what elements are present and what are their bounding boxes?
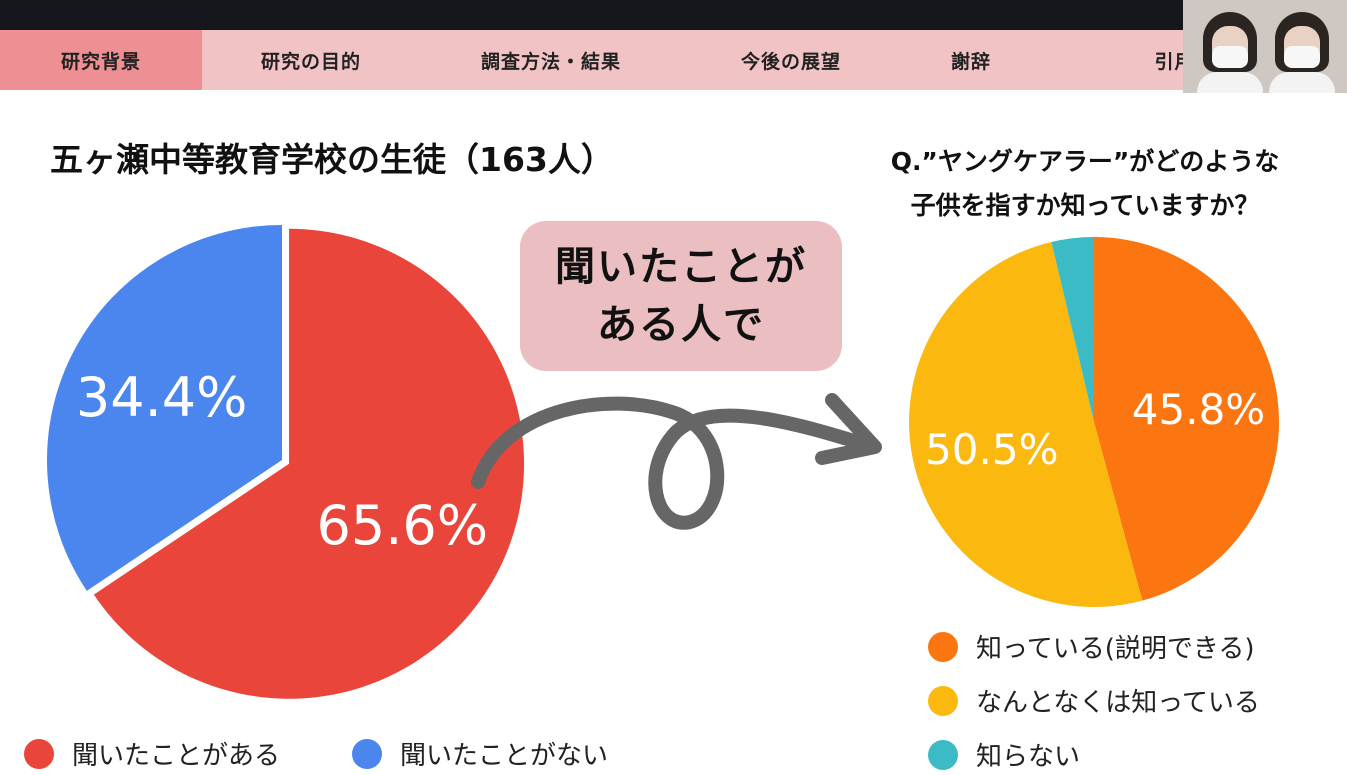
legend-swatch	[928, 685, 958, 716]
curly-arrow	[471, 396, 877, 530]
pie2-slice-3	[1051, 237, 1094, 422]
top-bar	[0, 0, 1347, 30]
pie1-slice-2	[46, 225, 283, 591]
nav-tab-3[interactable]: 調査方法・結果	[480, 50, 621, 73]
legend-label: 聞いたことがない	[400, 741, 609, 771]
callout-line2: ある人で	[597, 302, 765, 348]
legend-item: 聞いたことがない	[352, 735, 608, 772]
chart-title-left: 五ヶ瀬中等教育学校の生徒（163人）	[50, 140, 614, 179]
legend-label: 知っている(説明できる)	[976, 634, 1255, 664]
nav-tab-5[interactable]: 謝辞	[950, 50, 991, 73]
legend-item: 知っている(説明できる)	[928, 628, 1254, 665]
pie1-slice-1-label: 65.6%	[317, 494, 489, 557]
participant-right	[1267, 12, 1337, 93]
legend-item: 聞いたことがある	[24, 735, 280, 772]
arrow-head	[815, 393, 882, 465]
video-thumbnail	[1183, 0, 1347, 93]
legend-label: 知らない	[976, 742, 1081, 772]
pie2-slice-1-label: 45.8%	[1132, 385, 1265, 434]
pie2-slice-2	[909, 241, 1143, 607]
chart-title-right-line1: Q.”ヤングケアラー”がどのような	[890, 147, 1280, 176]
callout-box: 聞いたことが ある人で	[520, 221, 842, 371]
legend-item: 知らない	[928, 736, 1080, 773]
legend-label: なんとなくは知っている	[976, 688, 1260, 718]
pie1-slice-1	[93, 228, 525, 699]
nav-tab-1[interactable]: 研究背景	[0, 30, 202, 90]
legend-swatch	[24, 738, 54, 769]
nav-tab-4[interactable]: 今後の展望	[740, 50, 841, 73]
pie2-slice-2-label: 50.5%	[925, 425, 1058, 474]
pie1-slice-2-label: 34.4%	[76, 366, 248, 429]
callout-line1: 聞いたことが	[555, 244, 807, 290]
chart-title-right-line2: 子供を指すか知っていますか？	[910, 191, 1260, 220]
legend-swatch	[352, 738, 382, 769]
chart-title-right: Q.”ヤングケアラー”がどのような 子供を指すか知っていますか？	[830, 140, 1340, 228]
participant-left	[1195, 12, 1265, 93]
legend-swatch	[928, 739, 958, 770]
legend-item: なんとなくは知っている	[928, 682, 1260, 719]
pie2-slice-1	[1094, 237, 1280, 601]
nav-tab-2[interactable]: 研究の目的	[260, 50, 361, 73]
legend-swatch	[928, 631, 958, 662]
legend-label: 聞いたことがある	[72, 741, 281, 771]
